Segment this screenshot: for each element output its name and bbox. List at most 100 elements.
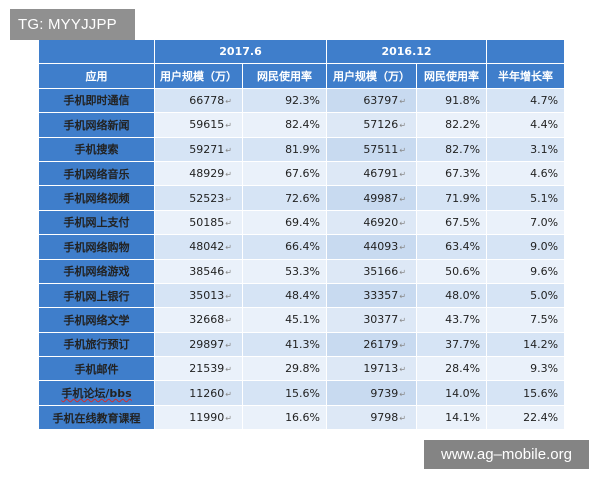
cell-users-2016-value: 35166 xyxy=(363,264,399,278)
cell-app-name: 手机网络新闻 xyxy=(38,112,155,138)
app-name-label: 手机即时通信 xyxy=(63,94,130,108)
cell-users-2017-value: 11990 xyxy=(189,411,225,425)
cell-users-2017-value: 32668 xyxy=(189,313,225,327)
cell-users-2017-value: 21539 xyxy=(189,362,225,376)
cell-users-2016-value: 26179 xyxy=(363,337,399,351)
cell-users-2017: 21539↵ xyxy=(154,356,243,382)
cell-growth-value: 4.4% xyxy=(530,118,559,132)
table-row: 手机即时通信 66778↵ 92.3% 63797↵ 91.8% 4.7% xyxy=(38,87,566,114)
cell-rate-2016: 63.4% xyxy=(416,234,488,260)
cell-rate-2016-value: 82.7% xyxy=(445,142,481,156)
cell-rate-2017: 67.6% xyxy=(241,160,328,187)
cell-rate-2016: 82.2% xyxy=(416,112,488,138)
cell-users-2017: 32668↵ xyxy=(154,307,243,333)
cell-growth: 15.6% xyxy=(486,380,566,406)
cell-app-name: 手机网络视频 xyxy=(38,185,155,211)
cell-app-name: 手机网上银行 xyxy=(38,282,155,309)
cell-rate-2016: 28.4% xyxy=(416,356,488,382)
cell-rate-2017-value: 16.6% xyxy=(285,411,321,425)
table-row: 手机搜索 59271↵ 81.9% 57511↵ 82.7% 3.1% xyxy=(38,136,566,162)
cell-rate-2017-value: 81.9% xyxy=(285,142,321,156)
cell-rate-2016: 82.7% xyxy=(416,136,488,162)
cell-users-2017-value: 52523 xyxy=(189,191,225,205)
group-header-blank xyxy=(38,38,155,65)
cell-rate-2017-value: 53.3% xyxy=(285,264,321,278)
cell-users-2017-value: 48929 xyxy=(189,167,225,181)
cell-rate-2016-value: 67.5% xyxy=(445,215,481,229)
cell-rate-2016: 67.5% xyxy=(416,209,488,236)
cell-rate-2017: 45.1% xyxy=(241,307,328,333)
cell-rate-2017: 16.6% xyxy=(241,404,328,431)
cell-rate-2016: 14.0% xyxy=(416,380,488,406)
cell-rate-2016-value: 28.4% xyxy=(445,362,481,376)
cell-growth-value: 4.7% xyxy=(530,93,559,107)
cell-app-name: 手机在线教育课程 xyxy=(38,404,155,431)
cell-rate-2017: 66.4% xyxy=(241,234,328,260)
return-mark-icon: ↵ xyxy=(399,292,407,302)
return-mark-icon: ↵ xyxy=(399,389,407,399)
table-row: 手机网络游戏 38546↵ 53.3% 35166↵ 50.6% 9.6% xyxy=(38,258,566,284)
group-header-row: 2017.6 2016.12 xyxy=(38,38,566,65)
cell-rate-2016-value: 71.9% xyxy=(445,191,481,205)
return-mark-icon: ↵ xyxy=(225,316,232,326)
cell-rate-2017-value: 67.6% xyxy=(285,167,321,181)
cell-users-2016-value: 49987 xyxy=(363,191,399,205)
cell-users-2017: 59615↵ xyxy=(154,112,243,138)
cell-rate-2016-value: 43.7% xyxy=(445,313,481,327)
return-mark-icon: ↵ xyxy=(399,365,407,375)
cell-app-name: 手机网络文学 xyxy=(38,307,155,333)
cell-users-2016: 30377↵ xyxy=(326,307,418,333)
cell-users-2017: 52523↵ xyxy=(154,185,243,211)
app-name-label: 手机网络文学 xyxy=(63,313,130,327)
cell-users-2017-value: 11260 xyxy=(189,386,225,400)
cell-users-2017: 35013↵ xyxy=(154,282,243,309)
cell-rate-2016-value: 91.8% xyxy=(445,93,481,107)
cell-rate-2016-value: 14.0% xyxy=(445,386,481,400)
cell-users-2017: 66778↵ xyxy=(154,87,243,114)
cell-rate-2017-value: 29.8% xyxy=(285,362,321,376)
cell-growth: 22.4% xyxy=(486,404,566,431)
cell-app-name: 手机即时通信 xyxy=(38,87,155,114)
cell-growth-value: 4.6% xyxy=(530,167,559,181)
cell-app-name: 手机邮件 xyxy=(38,356,155,382)
cell-users-2016-value: 57511 xyxy=(363,142,399,156)
return-mark-icon: ↵ xyxy=(225,414,232,424)
cell-growth-value: 14.2% xyxy=(523,337,559,351)
cell-users-2017-value: 50185 xyxy=(189,215,225,229)
cell-users-2016: 46920↵ xyxy=(326,209,418,236)
return-mark-icon: ↵ xyxy=(399,414,407,424)
app-name-label: 手机搜索 xyxy=(74,143,119,157)
cell-users-2016: 35166↵ xyxy=(326,258,418,284)
return-mark-icon: ↵ xyxy=(225,96,232,106)
cell-growth: 14.2% xyxy=(486,331,566,358)
return-mark-icon: ↵ xyxy=(399,145,407,155)
cell-rate-2017: 15.6% xyxy=(241,380,328,406)
app-name-label: 手机在线教育课程 xyxy=(52,411,141,425)
cell-growth: 5.1% xyxy=(486,185,566,211)
cell-rate-2017: 41.3% xyxy=(241,331,328,358)
column-header-growth: 半年增长率 xyxy=(486,63,566,89)
cell-users-2017-value: 59271 xyxy=(189,142,225,156)
cell-rate-2016: 50.6% xyxy=(416,258,488,284)
cell-users-2017: 50185↵ xyxy=(154,209,243,236)
cell-growth-value: 5.0% xyxy=(530,289,559,303)
watermark-top: TG: MYYJJPP xyxy=(10,9,135,40)
cell-users-2017-value: 66778 xyxy=(189,93,225,107)
group-header-2016: 2016.12 xyxy=(326,38,488,65)
cell-growth-value: 9.0% xyxy=(530,240,559,254)
cell-users-2016: 49987↵ xyxy=(326,185,418,211)
cell-rate-2016: 67.3% xyxy=(416,160,488,187)
cell-growth-value: 22.4% xyxy=(523,411,559,425)
cell-rate-2016-value: 82.2% xyxy=(445,118,481,132)
cell-rate-2016: 48.0% xyxy=(416,282,488,309)
cell-app-name: 手机网络游戏 xyxy=(38,258,155,284)
cell-rate-2016-value: 48.0% xyxy=(445,289,481,303)
app-name-label: 手机邮件 xyxy=(74,362,119,376)
cell-users-2016-value: 44093 xyxy=(363,240,399,254)
cell-growth-value: 15.6% xyxy=(523,386,559,400)
cell-users-2016: 57511↵ xyxy=(326,136,418,162)
cell-users-2016: 63797↵ xyxy=(326,87,418,114)
return-mark-icon: ↵ xyxy=(399,96,407,106)
column-header-rate-2016: 网民使用率 xyxy=(416,63,488,89)
cell-growth-value: 7.0% xyxy=(530,215,559,229)
